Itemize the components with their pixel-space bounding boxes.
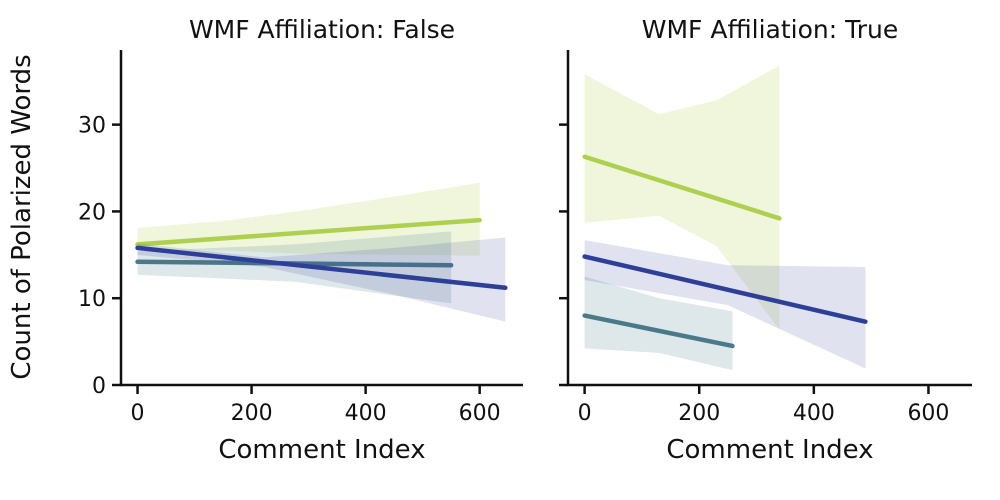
panel-title-true: WMF Affiliation: True (642, 15, 898, 44)
x-tick-label: 600 (907, 401, 949, 426)
confidence-band-teal (137, 231, 452, 304)
panel-true: 0 200 400 600 (559, 50, 972, 426)
x-axis-label-right: Comment Index (666, 435, 873, 465)
x-tick-label: 400 (345, 401, 387, 426)
panel-false: 0 200 400 600 0 10 20 30 (78, 50, 523, 426)
x-axis-label-left: Comment Index (218, 435, 425, 465)
y-tick-label: 20 (78, 200, 106, 225)
x-tick-label: 0 (578, 401, 592, 426)
x-tick-label: 200 (231, 401, 273, 426)
y-axis-label: Count of Polarized Words (7, 54, 37, 379)
regression-line-navy (582, 254, 868, 324)
regression-line-navy (135, 245, 508, 291)
confidence-band-teal (584, 276, 733, 371)
x-tick-label: 600 (459, 401, 501, 426)
x-tick-label: 400 (793, 401, 835, 426)
y-tick-label: 30 (78, 114, 106, 139)
panel-title-false: WMF Affiliation: False (189, 15, 455, 44)
y-tick-label: 0 (92, 374, 106, 399)
x-tick-label: 0 (131, 401, 145, 426)
regression-line-teal (582, 313, 735, 349)
y-tick-label: 10 (78, 287, 106, 312)
panels-layer: 0 200 400 600 0 10 20 30 0 200 400 600 (78, 50, 972, 426)
confidence-band-yellowgreen (584, 65, 780, 330)
regression-line-yellowgreen (135, 217, 482, 247)
regression-line-yellowgreen (582, 154, 782, 221)
x-tick-label: 200 (678, 401, 720, 426)
